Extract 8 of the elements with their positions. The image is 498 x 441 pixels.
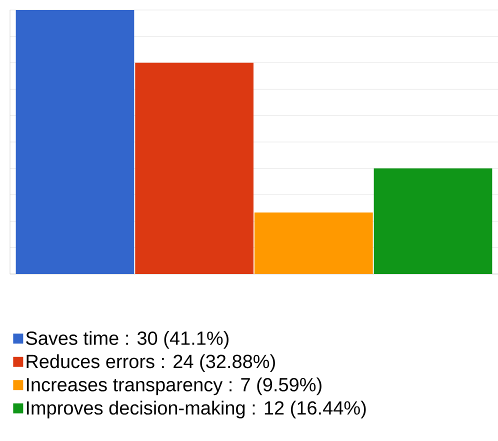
bar [374,168,492,274]
legend-label: Improves decision-making : 12 (16.44%) [26,400,366,418]
legend-label: Increases transparency : 7 (9.59%) [26,377,322,396]
bar [16,10,134,274]
legend-label: Reduces errors : 24 (32.88%) [26,354,275,372]
legend-label: Saves time : 30 (41.1%) [26,330,228,349]
bar [254,212,373,274]
bar [135,62,254,274]
